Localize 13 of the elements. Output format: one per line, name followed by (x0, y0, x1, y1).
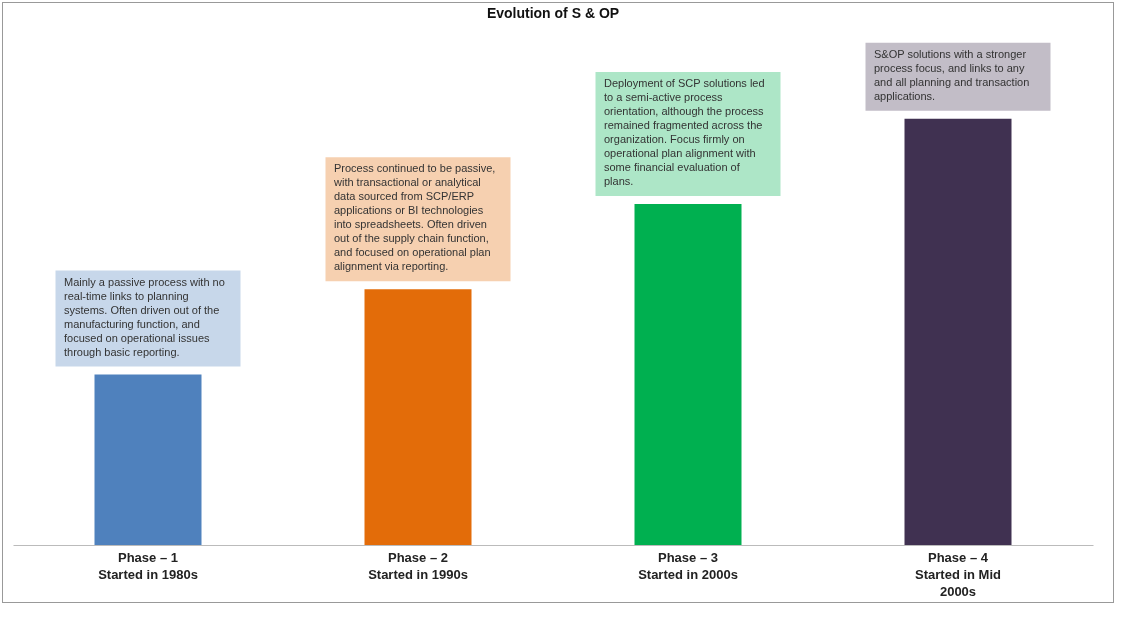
x-tick-label: Phase – 3 Started in 2000s (638, 549, 738, 582)
x-tick-label: Phase – 2 Started in 1990s (368, 549, 468, 582)
annotation: Process continued to be passive, with transactional or analytical data sourced from SCP/ERP applications or BI technologies into spreadsheets. Often driven out of the supply chain function, and focused on operational plan alignment via reporting. (333, 162, 496, 273)
bar (904, 118, 1012, 545)
x-tick-label: Phase – 1 Started in 1980s (98, 549, 198, 582)
annotation: Deployment of SCP solutions led to a semi-active process orientation, although the process remained fragmented across the organization. Focus firmly on operational plan alignment with some financial evaluation of plans. (604, 77, 765, 188)
bar (364, 289, 472, 545)
x-tick-label: Phase – 4 Started in Mid 2000s (915, 549, 1002, 599)
chart-title: Evolution of S & OP (486, 5, 620, 21)
text: S&OP solutions with a stronger process focus, and links to any and all planning and transaction applications. (874, 47, 1030, 102)
bar (634, 204, 742, 545)
bar (94, 374, 202, 545)
annotation: Mainly a passive process with no real-time links to planning systems. Often driven out of the manufacturing function, and focused on operational issues through basic reporting. (64, 275, 225, 358)
